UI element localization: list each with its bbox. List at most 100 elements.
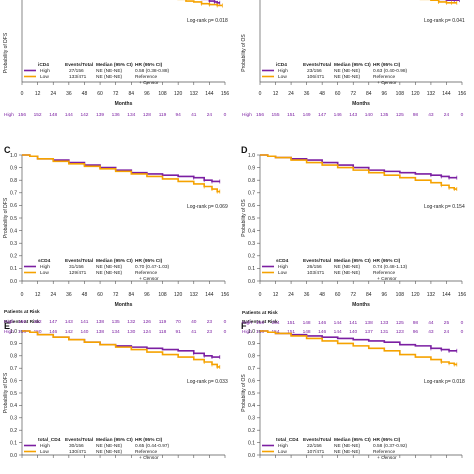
y-tick-label: 1.0 — [10, 153, 17, 159]
legend-marker-name: sCD4 — [38, 258, 51, 264]
legend-hr: 0.63 (0.40-0.98) — [373, 68, 408, 74]
y-tick-label: 0.4 — [10, 403, 17, 409]
risk-value: 155 — [272, 112, 280, 118]
x-tick-label: 36 — [66, 91, 72, 97]
km-curve-low — [177, 0, 223, 7]
legend-column-header: HR (95% CI) — [373, 62, 401, 68]
risk-value: 146 — [318, 329, 326, 335]
x-tick-label: 60 — [335, 292, 341, 298]
legend-events: 107/471 — [307, 449, 325, 455]
x-tick-label: 72 — [350, 292, 356, 298]
logrank-annotation: Log-rank p= 0.018 — [187, 18, 228, 24]
risk-value: 98 — [413, 112, 419, 118]
km-curve-high — [260, 154, 457, 179]
legend-column-header: Events/Total — [303, 258, 331, 264]
legend-marker-name: iCD4 — [276, 62, 287, 68]
risk-value: 119 — [159, 112, 167, 118]
legend-group-label: Low — [278, 74, 287, 80]
legend-column-header: Median (95% CI) — [96, 437, 133, 443]
x-axis-title: Months — [115, 302, 133, 308]
x-axis-title: Months — [352, 101, 370, 107]
y-tick-label: 0.8 — [10, 178, 17, 184]
legend-column-header: Events/Total — [303, 437, 331, 443]
risk-value: 98 — [413, 320, 419, 326]
legend-events: 23/156 — [307, 68, 322, 74]
y-tick-label: 0.0 — [248, 279, 255, 285]
legend-median: NE (NE-NE) — [96, 68, 123, 74]
x-tick-label: 12 — [35, 91, 41, 97]
risk-value: 151 — [287, 329, 295, 335]
legend-hr: 0.74 (0.48-1.13) — [373, 264, 408, 270]
y-tick-label: 0.1 — [10, 440, 17, 446]
risk-value: 138 — [96, 329, 104, 335]
y-tick-label: 0.5 — [248, 391, 255, 397]
legend-group-label: Low — [278, 270, 287, 276]
legend-group-label: High — [278, 68, 288, 74]
x-tick-label: 156 — [221, 91, 230, 97]
risk-value: 136 — [112, 112, 120, 118]
x-tick-label: 144 — [205, 91, 214, 97]
legend-hr: 0.58 (0.37-0.92) — [373, 443, 408, 449]
risk-value: 119 — [159, 319, 167, 325]
risk-value: 25 — [444, 320, 450, 326]
x-tick-label: 132 — [427, 292, 436, 298]
y-tick-label: 0.1 — [248, 266, 255, 272]
x-tick-label: 12 — [273, 91, 279, 97]
x-tick-label: 108 — [158, 292, 167, 298]
legend-median: NE (NE-NE) — [334, 443, 361, 449]
x-tick-label: 144 — [205, 292, 214, 298]
legend-group-label: High — [278, 443, 288, 449]
legend-column-header: Events/Total — [65, 62, 93, 68]
risk-value: 147 — [318, 112, 326, 118]
risk-value: 142 — [65, 329, 73, 335]
y-tick-label: 0.6 — [248, 203, 255, 209]
risk-row-label: High — [4, 329, 14, 335]
legend-group-label: High — [40, 68, 50, 74]
risk-value: 140 — [365, 112, 373, 118]
legend-censor: + Censor — [139, 276, 159, 282]
x-tick-label: 36 — [304, 91, 310, 97]
panel-b: Probability of OS 0 12 24 36 48 60 72 84 96 108 120… — [241, 0, 466, 118]
x-tick-label: 0 — [259, 292, 262, 298]
legend-column-header: HR (95% CI) — [373, 258, 401, 264]
risk-value: 148 — [49, 112, 57, 118]
risk-value: 118 — [159, 329, 167, 335]
risk-value: 148 — [303, 329, 311, 335]
legend-median: NE (NE-NE) — [334, 449, 361, 455]
risk-row-label: High — [242, 112, 252, 118]
risk-table-title: Patients at Risk — [4, 319, 40, 325]
risk-value: 142 — [80, 112, 88, 118]
y-tick-label: 0.5 — [10, 216, 17, 222]
y-tick-label: 0.8 — [248, 354, 255, 360]
risk-value: 154 — [272, 320, 280, 326]
risk-value: 43 — [428, 329, 434, 335]
x-tick-label: 132 — [190, 292, 199, 298]
x-tick-label: 0 — [21, 292, 24, 298]
risk-value: 152 — [34, 112, 42, 118]
y-tick-label: 0.8 — [248, 178, 255, 184]
legend-column-header: Median (95% CI) — [334, 62, 371, 68]
y-tick-label: 0.9 — [10, 341, 17, 347]
risk-value: 0 — [224, 319, 227, 325]
panel-label: C — [4, 145, 11, 155]
km-curve-low — [260, 330, 457, 366]
x-tick-label: 84 — [366, 292, 372, 298]
y-tick-label: 0.0 — [248, 453, 255, 459]
risk-row-label: High — [4, 112, 14, 118]
risk-value: 41 — [191, 329, 197, 335]
y-axis-title: Probability of DFS — [3, 197, 9, 238]
panel-a: Probability of DFS 0 12 24 36 48 60 72 84 96 108 12… — [3, 0, 229, 118]
y-tick-label: 0.9 — [10, 165, 17, 171]
y-axis-title: Probability of DFS — [3, 32, 9, 73]
legend-group-label: Low — [40, 449, 49, 455]
x-tick-label: 0 — [21, 91, 24, 97]
legend-column-header: Events/Total — [303, 62, 331, 68]
risk-value: 147 — [49, 319, 57, 325]
panel-label: F — [241, 321, 247, 331]
x-tick-label: 60 — [97, 91, 103, 97]
risk-value: 134 — [112, 329, 120, 335]
legend-hr: 0.70 (0.47-1.03) — [135, 264, 170, 270]
risk-value: 91 — [175, 329, 181, 335]
legend-events: 133/471 — [69, 74, 87, 80]
x-axis-title: Months — [352, 302, 370, 308]
